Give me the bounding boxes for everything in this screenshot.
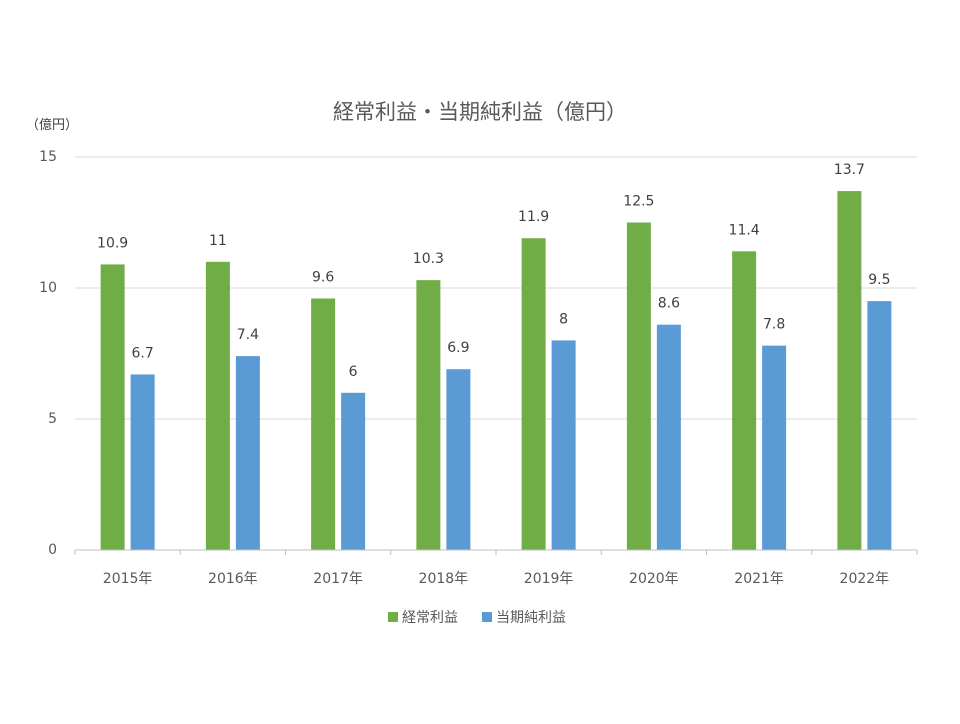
legend-swatch	[482, 612, 492, 622]
x-tick-label: 2021年	[734, 571, 784, 587]
bar-ordinary-profit	[521, 238, 546, 550]
y-axis-unit-label: （億円）	[26, 117, 78, 133]
data-label: 9.5	[868, 272, 890, 288]
x-axis: 2015年 2016年 2017年 2018年 2019年 2020年 2021年 2022年	[74, 549, 918, 587]
data-label: 11.9	[518, 209, 549, 225]
legend: 経常利益 当期純利益	[388, 610, 566, 626]
data-label: 10.9	[97, 235, 128, 251]
bar-net-income	[130, 374, 155, 550]
bar-ordinary-profit	[732, 251, 757, 550]
data-label: 7.4	[237, 327, 259, 343]
data-label: 6.9	[447, 340, 469, 356]
bar-net-income	[551, 340, 576, 550]
data-label: 10.3	[413, 251, 444, 267]
data-label: 11.4	[729, 222, 760, 238]
data-label: 8	[559, 311, 568, 327]
y-tick-label: 15	[39, 149, 57, 165]
data-label: 9.6	[312, 269, 334, 285]
bar-net-income	[762, 345, 787, 550]
y-tick-label: 5	[48, 411, 57, 427]
x-tick-label: 2019年	[524, 571, 574, 587]
legend-label: 経常利益	[402, 610, 458, 626]
bar-ordinary-profit	[416, 280, 441, 550]
data-label: 12.5	[623, 194, 654, 210]
gridlines	[75, 156, 917, 420]
bar-ordinary-profit	[311, 298, 336, 550]
data-label: 7.8	[763, 317, 785, 333]
y-tick-label: 0	[48, 542, 57, 558]
data-labels: 10.9 11 9.6 10.3 11.9 12.5 11.4 13.7 6.7 7.4 6 6.9 8…	[97, 162, 890, 380]
bar-net-income	[446, 369, 471, 550]
bar-ordinary-profit	[626, 222, 651, 550]
x-tick-label: 2015年	[103, 571, 153, 587]
data-label: 13.7	[834, 162, 865, 178]
data-label: 11	[209, 233, 227, 249]
bar-ordinary-profit	[100, 264, 125, 550]
x-tick-label: 2017年	[313, 571, 363, 587]
data-label: 6.7	[131, 345, 153, 361]
x-tick-label: 2022年	[840, 571, 890, 587]
bar-ordinary-profit	[205, 261, 230, 550]
bar-net-income	[867, 301, 892, 550]
y-axis: 0 5 10 15	[39, 149, 57, 558]
chart-title: 経常利益・当期純利益（億円）	[333, 100, 627, 124]
bars	[100, 191, 892, 550]
x-tick-label: 2018年	[419, 571, 469, 587]
y-tick-label: 10	[39, 280, 57, 296]
x-tick-label: 2020年	[629, 571, 679, 587]
bar-net-income	[235, 356, 260, 550]
legend-label: 当期純利益	[496, 610, 566, 626]
data-label: 6	[349, 364, 358, 380]
bar-ordinary-profit	[837, 191, 862, 550]
legend-swatch	[388, 612, 398, 622]
bar-net-income	[656, 324, 681, 550]
x-tick-label: 2016年	[208, 571, 258, 587]
data-label: 8.6	[658, 296, 680, 312]
bar-net-income	[341, 392, 366, 550]
